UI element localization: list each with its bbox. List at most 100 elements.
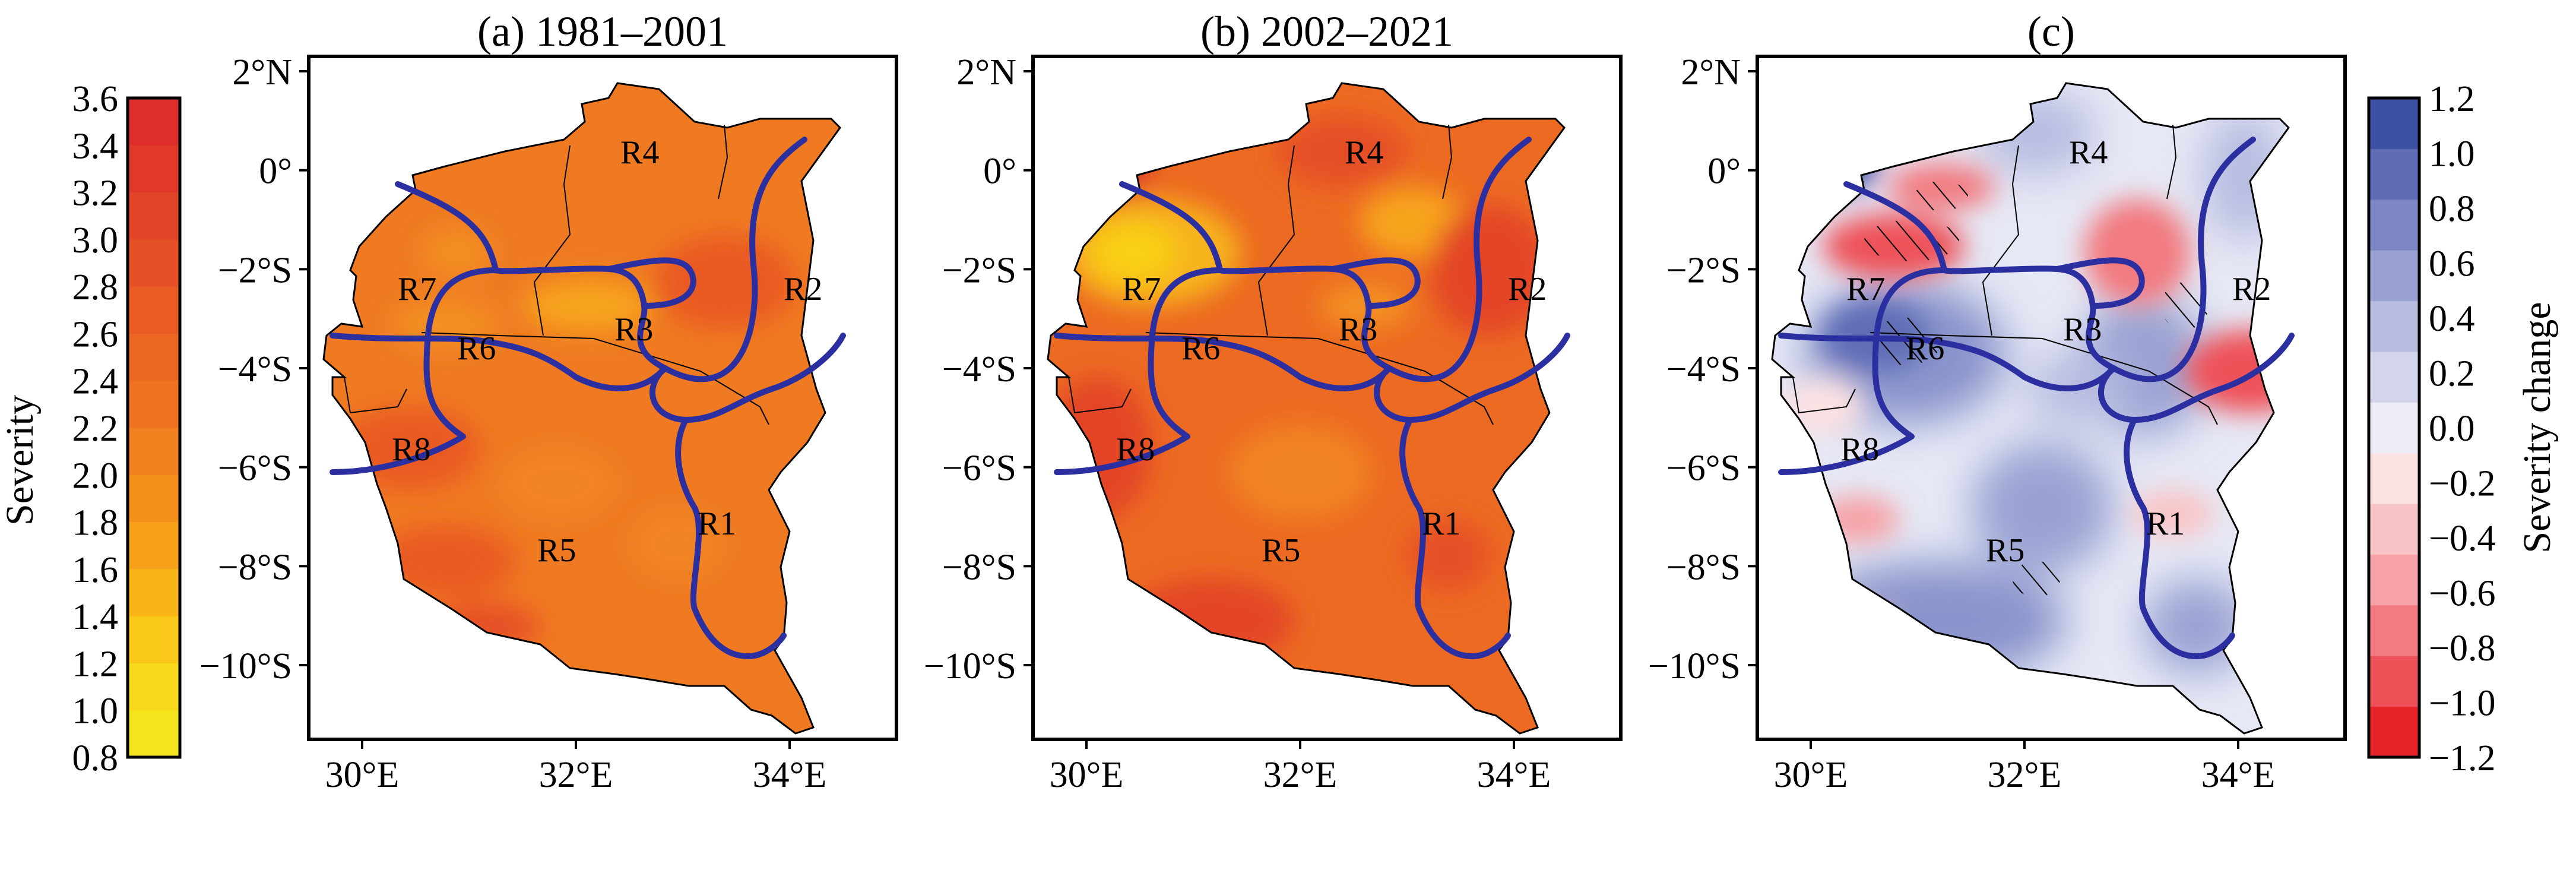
lat-tick-label: 0° <box>983 151 1016 192</box>
colorbar-swatch <box>128 568 180 616</box>
colorbar-severity-ticks: 3.6 3.4 3.2 3.0 2.8 2.6 2.4 2.2 2.0 1.8 1.6 1.4 1.2 1… <box>72 79 119 779</box>
colorbar-tick-label: 3.4 <box>72 126 119 166</box>
lat-tick-label: −2°S <box>942 250 1016 290</box>
lat-tick-label: 0° <box>259 151 292 192</box>
lat-tick-label: −8°S <box>1666 547 1741 587</box>
region-labels-a: R4 R2 R3 R7 R6 R8 R1 R5 <box>392 134 822 569</box>
region-labels-b: R4 R2 R3 R7 R6 R8 R1 R5 <box>1116 134 1547 569</box>
colorbar-tick-label: 0.4 <box>2429 299 2475 339</box>
lat-tick-label: 2°N <box>232 52 292 93</box>
colorbar-swatch <box>128 380 180 428</box>
colorbar-swatch <box>2369 351 2419 403</box>
lat-tick-label: −6°S <box>218 448 292 489</box>
region-labels-c: R4 R2 R3 R7 R6 R8 R1 R5 <box>1840 134 2271 569</box>
region-label-r8: R8 <box>1116 431 1155 468</box>
colorbar-tick-label: 1.4 <box>72 597 119 637</box>
colorbar-swatch <box>128 145 180 193</box>
region-label-r6: R6 <box>1906 330 1944 367</box>
lon-tick-label: 32°E <box>1263 755 1338 795</box>
colorbar-tick-label: −1.2 <box>2429 738 2495 779</box>
region-label-r1: R1 <box>698 505 736 542</box>
lat-axis-c: 2°N 0° −2°S −4°S −6°S −8°S −10°S <box>1648 52 1757 687</box>
colorbar-change-swatches <box>2369 98 2419 758</box>
colorbar-tick-label: −0.8 <box>2429 628 2495 669</box>
region-label-r5: R5 <box>1262 532 1300 569</box>
colorbar-tick-label: 1.0 <box>2429 134 2475 175</box>
region-label-r8: R8 <box>1840 431 1879 468</box>
colorbar-swatch <box>2369 98 2419 149</box>
colorbar-swatch <box>2369 301 2419 352</box>
colorbar-tick-label: −0.4 <box>2429 518 2495 559</box>
region-label-r1: R1 <box>1422 505 1460 542</box>
lat-tick-label: 0° <box>1707 151 1741 192</box>
lat-tick-label: −4°S <box>1666 349 1741 390</box>
colorbar-tick-label: 0.2 <box>2429 354 2475 394</box>
region-label-r5: R5 <box>1986 532 2024 569</box>
colorbar-swatch <box>128 98 180 146</box>
colorbar-tick-label: 2.8 <box>72 267 119 308</box>
lat-tick-label: −6°S <box>942 448 1016 489</box>
colorbar-swatch <box>2369 199 2419 251</box>
colorbar-tick-label: 2.6 <box>72 314 119 355</box>
colorbar-tick-label: 1.2 <box>2429 79 2475 119</box>
lat-tick-label: 2°N <box>1681 52 1741 93</box>
colorbar-severity-swatches <box>128 98 180 758</box>
colorbar-change-label: Severity change <box>2515 302 2559 553</box>
region-label-r4: R4 <box>620 134 659 171</box>
lon-tick-label: 34°E <box>2201 755 2276 795</box>
colorbar-tick-label: 0.8 <box>2429 189 2475 229</box>
colorbar-swatch <box>2369 706 2419 758</box>
region-label-r7: R7 <box>1846 271 1885 308</box>
lat-tick-label: −8°S <box>218 547 292 587</box>
lon-tick-label: 30°E <box>1050 755 1124 795</box>
region-label-r3: R3 <box>1339 311 1377 348</box>
lat-tick-label: −10°S <box>1648 646 1741 687</box>
colorbar-change: 1.2 1.0 0.8 0.6 0.4 0.2 0.0 −0.2 −0.4 −0.6 −0.8 −1.… <box>2367 79 2559 779</box>
region-label-r3: R3 <box>614 311 653 348</box>
colorbar-swatch <box>128 710 180 758</box>
lat-tick-label: −6°S <box>1666 448 1741 489</box>
lon-tick-label: 32°E <box>1988 755 2062 795</box>
colorbar-swatch <box>128 286 180 334</box>
colorbar-swatch <box>2369 656 2419 707</box>
colorbar-tick-label: 1.8 <box>72 503 119 543</box>
severity-field-a <box>324 83 840 733</box>
colorbar-tick-label: 1.0 <box>72 691 119 732</box>
colorbar-tick-label: 3.2 <box>72 173 119 214</box>
lat-tick-label: −8°S <box>942 547 1016 587</box>
region-label-r4: R4 <box>2069 134 2108 171</box>
region-label-r2: R2 <box>784 271 822 308</box>
lon-axis-b: 30°E 32°E 34°E <box>1050 739 1551 795</box>
panel-a: (a) 1981–2001 <box>199 8 898 795</box>
colorbar-swatch <box>128 521 180 570</box>
colorbar-swatch <box>2369 250 2419 302</box>
colorbar-tick-label: 1.2 <box>72 644 119 684</box>
region-label-r7: R7 <box>398 271 436 308</box>
region-label-r2: R2 <box>2232 271 2271 308</box>
lon-axis-c: 30°E 32°E 34°E <box>1774 739 2276 795</box>
lat-axis-a: 2°N 0° −2°S −4°S −6°S −8°S −10°S <box>199 52 309 687</box>
colorbar-swatch <box>128 192 180 240</box>
colorbar-swatch <box>2369 402 2419 454</box>
region-label-r4: R4 <box>1345 134 1383 171</box>
panel-c: (c) <box>1648 8 2347 795</box>
region-label-r3: R3 <box>2063 311 2102 348</box>
region-label-r7: R7 <box>1122 271 1161 308</box>
panel-c-title: (c) <box>2027 8 2075 55</box>
colorbar-swatch <box>2369 605 2419 656</box>
colorbar-swatch <box>128 475 180 523</box>
change-field-c <box>1772 83 2289 733</box>
colorbar-tick-label: 2.2 <box>72 409 119 449</box>
region-label-r1: R1 <box>2146 505 2185 542</box>
colorbar-tick-label: −0.6 <box>2429 574 2495 614</box>
colorbar-swatch <box>2369 554 2419 606</box>
region-boundaries-a <box>329 137 846 659</box>
colorbar-tick-label: 2.0 <box>72 456 119 496</box>
colorbar-swatch <box>128 663 180 711</box>
panel-b: (b) 2002–2021 <box>924 8 1623 795</box>
colorbar-swatch <box>128 428 180 475</box>
region-label-r2: R2 <box>1508 271 1547 308</box>
colorbar-tick-label: 3.0 <box>72 220 119 261</box>
region-boundaries-b <box>1054 137 1570 659</box>
region-label-r8: R8 <box>392 431 430 468</box>
